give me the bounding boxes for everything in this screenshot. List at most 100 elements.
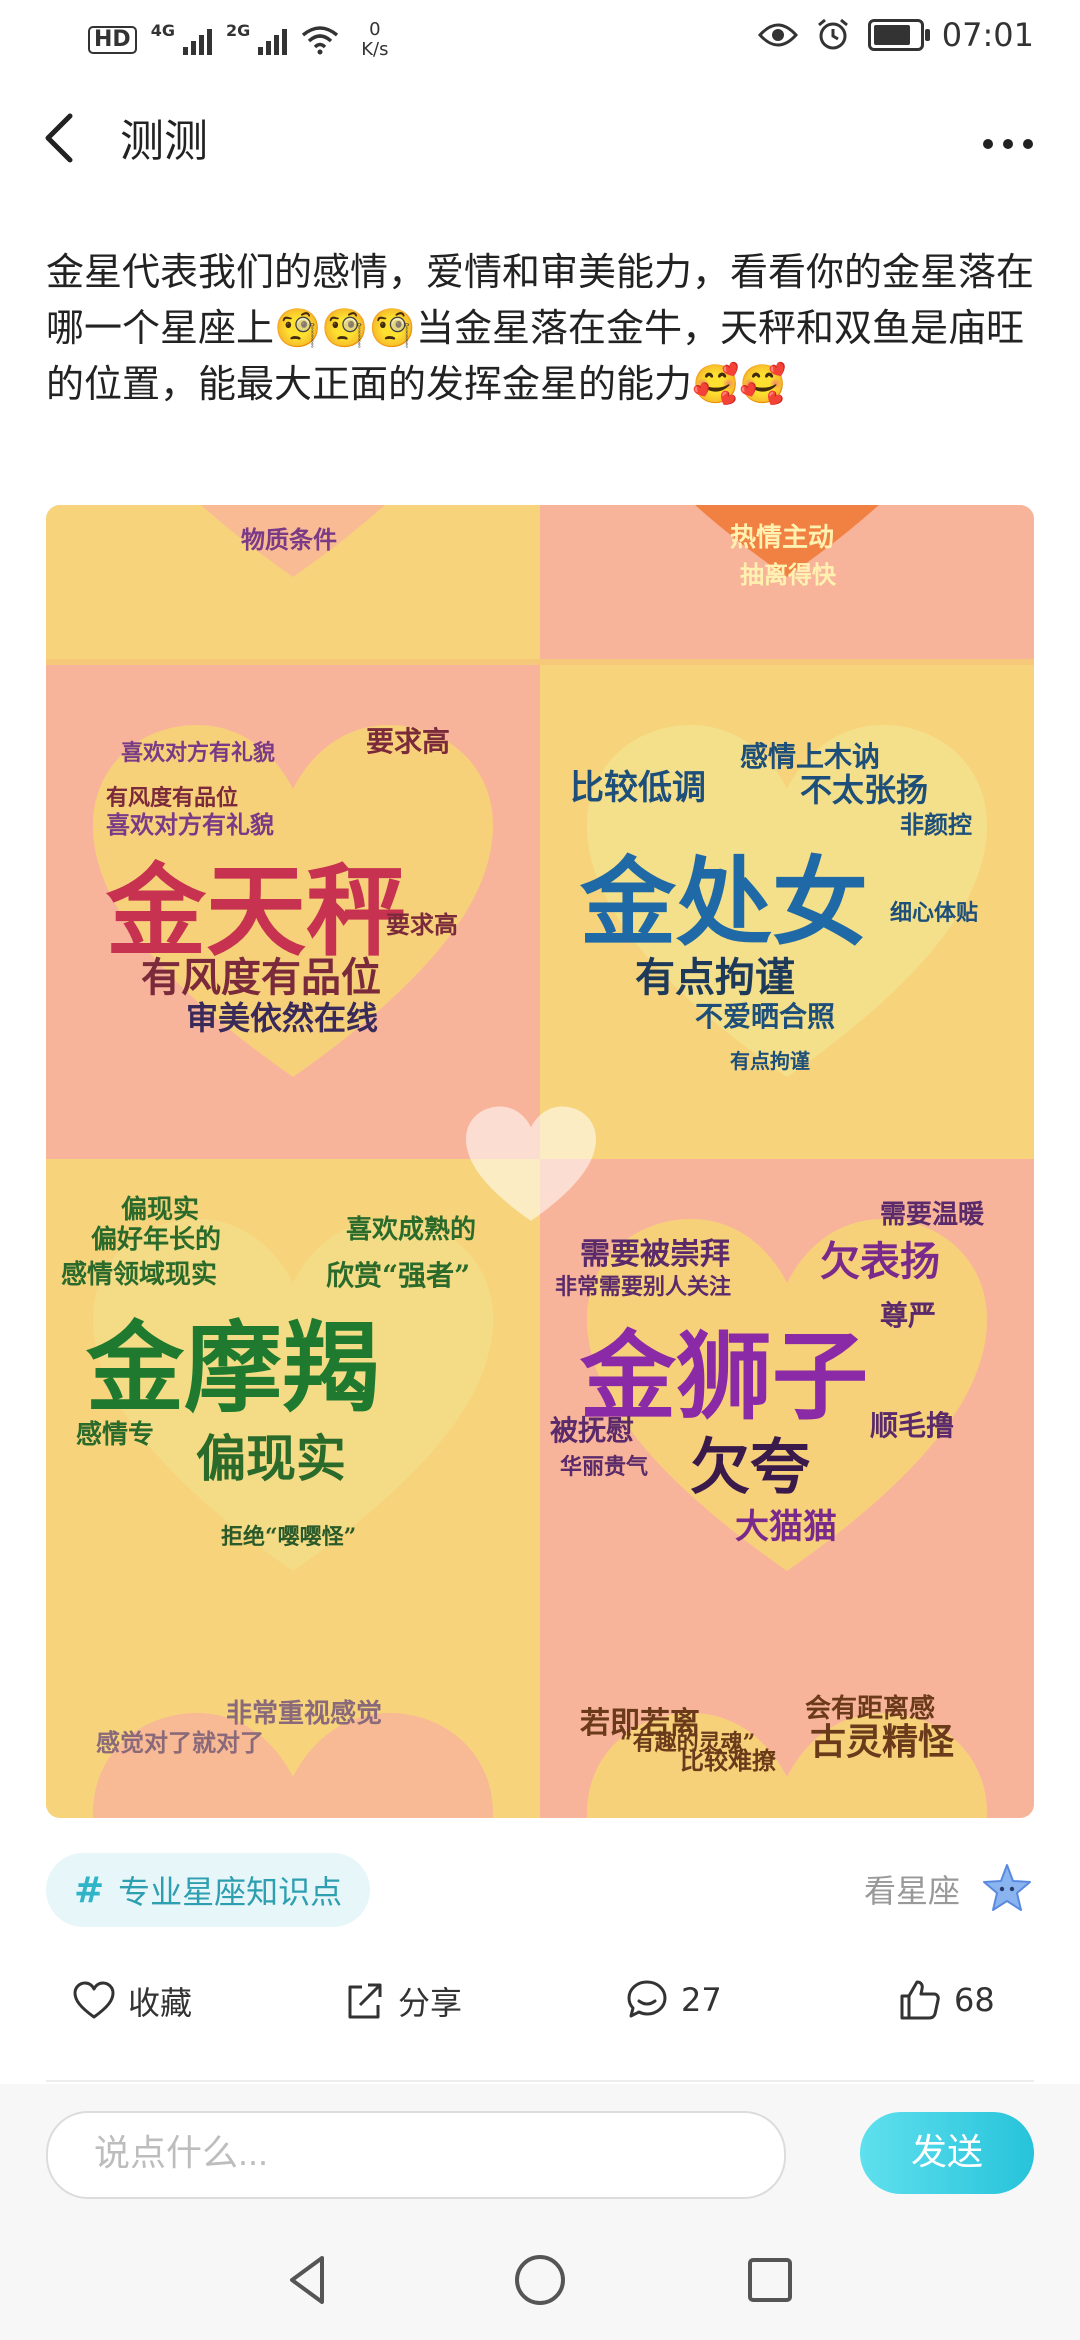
net-speed-unit: K/s [361, 39, 389, 60]
like-count: 68 [954, 1981, 995, 2019]
tile-phrase: 喜欢对方有礼貌 [106, 810, 274, 839]
thumbs-up-icon [900, 1980, 940, 2020]
send-button[interactable]: 发送 [860, 2112, 1034, 2194]
like-button[interactable]: 68 [898, 1978, 995, 2022]
tile-phrase: 比较低调 [570, 768, 706, 808]
tile-phrase: 不爱晒合照 [695, 1000, 836, 1033]
tile-phrase: 顺毛撸 [870, 1409, 955, 1442]
alarm-icon [817, 18, 848, 50]
source-link[interactable]: 看星座 [864, 1862, 1034, 1916]
action-bar: 收藏 分享 27 68 [0, 1978, 1080, 2048]
tile-phrase: 非常重视感觉 [226, 1699, 383, 1729]
share-icon [348, 1983, 382, 2019]
tile-phrase: 偏现实 [121, 1195, 200, 1225]
tile-phrase: 感情专 [76, 1420, 155, 1450]
tile-title: 金处女 [580, 846, 868, 959]
back-button[interactable] [40, 108, 100, 178]
net-speed: 0 K/s [361, 20, 388, 60]
topic-tag[interactable]: # 专业星座知识点 [46, 1853, 371, 1927]
favorite-label: 收藏 [128, 1984, 193, 2022]
favorite-button[interactable]: 收藏 [72, 1978, 192, 2024]
tile-phrase: 抽离得快 [740, 560, 836, 589]
hash-icon: # [74, 1869, 105, 1911]
status-right: 07:01 [757, 16, 1034, 54]
sim2-label: 2G [225, 20, 251, 40]
post-text: 金星代表我们的感情，爱情和审美能力，看看你的金星落在哪一个星座上🧐🧐🧐当金星落在… [46, 250, 1035, 406]
comment-button[interactable]: 27 [625, 1978, 722, 2022]
tile-phrase: 会有距离感 [805, 1694, 936, 1724]
tile-phrase: 要求高 [366, 725, 451, 758]
chevron-left-icon [45, 113, 73, 163]
more-button[interactable] [980, 114, 1036, 187]
tile-phrase: 热情主动 [730, 523, 835, 553]
tile-phrase: 非颜控 [900, 810, 972, 839]
page-title: 测测 [120, 116, 208, 167]
nav-back-icon [290, 2256, 324, 2304]
tile-phrase: 喜欢对方有礼貌 [121, 740, 276, 766]
tile-phrase: 古灵精怪 [810, 1721, 955, 1763]
tile-phrase: 欣赏“强者” [326, 1259, 471, 1292]
image-tile-virgo: 感情上木讷 比较低调 不太张扬 非颜控 金处女 细心体贴 有点拘谨 不爱晒合照 … [540, 665, 1034, 1159]
status-bar: HD 4G 2G 0 K/s 07:01 [0, 0, 1080, 80]
clock: 07:01 [941, 16, 1034, 54]
comment-input-container[interactable] [46, 2111, 786, 2199]
signal-2-icon [258, 25, 288, 55]
tile-phrase: 有风度有品位 [106, 785, 239, 811]
share-button[interactable]: 分享 [342, 1978, 462, 2024]
divider [46, 2080, 1034, 2082]
tile-title: 金狮子 [580, 1320, 868, 1433]
status-left: HD 4G 2G 0 K/s [88, 20, 388, 60]
tile-phrase: 偏好年长的 [91, 1225, 222, 1255]
image-tile-top-left: 物质条件 [46, 505, 540, 659]
tile-phrase: 有风度有品位 [141, 954, 381, 1001]
topic-tag-label: 专业星座知识点 [118, 1873, 343, 1911]
tile-phrase: 拒绝“嘤嘤怪” [221, 1524, 357, 1550]
nav-recents-button[interactable] [740, 2250, 800, 2310]
heart-icon [73, 1981, 115, 2019]
tile-phrase: 尊严 [880, 1299, 937, 1332]
tile-phrase: 要求高 [386, 910, 458, 939]
share-label: 分享 [398, 1984, 463, 2022]
wifi-icon [302, 26, 339, 55]
comment-count: 27 [681, 1981, 722, 2019]
tile-phrase: 感觉对了就对了 [96, 1728, 264, 1757]
image-tile-bottom-left: 非常重视感觉 感觉对了就对了 [46, 1653, 540, 1818]
image-tile-leo: 需要温暖 需要被崇拜 欠表扬 非常需要别人关注 金狮子 尊严 被抚慰 顺毛撸 欠… [540, 1159, 1034, 1653]
signal-1-icon [182, 25, 212, 55]
star-mascot-icon [983, 1864, 1031, 1911]
tile-phrase: 欠表扬 [820, 1238, 940, 1285]
tile-phrase: 需要温暖 [880, 1200, 985, 1230]
tile-phrase: 偏现实 [196, 1429, 346, 1488]
eye-icon [757, 23, 798, 47]
tile-phrase: 华丽贵气 [560, 1454, 649, 1480]
tile-phrase: 有点拘谨 [635, 954, 795, 1001]
tile-phrase: 感情领域现实 [61, 1260, 218, 1290]
heart-bubble-icon [466, 1106, 596, 1221]
tile-phrase: 不太张扬 [800, 771, 929, 809]
system-nav-bar [0, 2220, 1080, 2340]
nav-back-button[interactable] [278, 2250, 338, 2310]
tile-phrase: 喜欢成熟的 [346, 1215, 477, 1245]
nav-home-button[interactable] [510, 2250, 570, 2310]
tile-phrase: 需要被崇拜 [580, 1237, 730, 1272]
image-tile-libra: 喜欢对方有礼貌 要求高 有风度有品位 喜欢对方有礼貌 金天秤 要求高 有风度有品… [46, 665, 540, 1159]
tile-phrase: 感情上木讷 [740, 740, 881, 773]
image-tile-bottom-right: 会有距离感 若即若离 古灵精怪 “有趣的灵魂” 比较难撩 [540, 1653, 1034, 1818]
tile-phrase: 审美依然在线 [186, 999, 379, 1037]
tile-phrase: 细心体贴 [890, 900, 979, 926]
net-speed-value: 0 [369, 19, 381, 40]
tile-phrase: 物质条件 [241, 525, 337, 554]
nav-recents-icon [748, 2258, 792, 2302]
hd-badge: HD [88, 26, 137, 54]
comment-icon [627, 1980, 667, 2018]
tile-phrase: 比较难撩 [680, 1746, 776, 1775]
tile-phrase: 欠夸 [690, 1433, 810, 1503]
tile-title: 金天秤 [106, 852, 406, 970]
battery-icon [867, 19, 930, 51]
tile-phrase: 大猫猫 [735, 1507, 837, 1547]
post-image[interactable]: 物质条件 热情主动 抽离得快 喜欢对方有礼貌 要求高 有风度有品位 喜欢对方有礼… [46, 505, 1034, 1818]
source-label: 看星座 [863, 1872, 960, 1910]
comment-input[interactable] [92, 2131, 776, 2175]
tile-phrase: 被抚慰 [550, 1414, 635, 1447]
image-tile-capricorn: 偏现实 偏好年长的 喜欢成熟的 感情领域现实 欣赏“强者” 金摩羯 感情专 偏现… [46, 1159, 540, 1653]
